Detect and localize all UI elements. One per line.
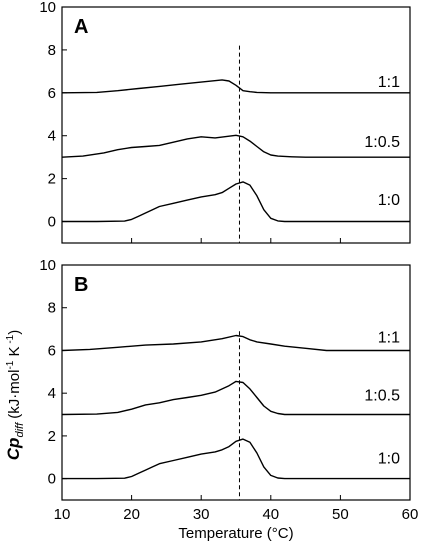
x-tick-label: 20 <box>123 506 140 523</box>
x-tick-label: 40 <box>262 506 279 523</box>
y-axis-units-suffix: ) <box>6 330 23 335</box>
x-tick-label: 50 <box>332 506 349 523</box>
x-tick-label: 30 <box>193 506 210 523</box>
y-axis-exp2: -1 <box>5 334 16 346</box>
y-axis-units-prefix: (kJ·mol <box>6 370 23 423</box>
y-axis-title: Cpdiff (kJ·mol-1 K -1) <box>4 330 26 460</box>
panel-B: 0 2 4 6 8 10 10 20 30 40 50 60 Temperature (°C) B 1:1 1… <box>39 257 418 542</box>
curve-1-1 <box>61 334 410 352</box>
series-label: 1:1 <box>378 330 400 347</box>
y-tick-label: 6 <box>48 342 56 359</box>
x-tick-label: 60 <box>402 506 419 523</box>
curve-1-0-5 <box>61 380 410 416</box>
plot-frame <box>61 6 411 244</box>
y-tick-label: 0 <box>48 214 56 231</box>
panel-A: 0 2 4 6 8 10 A 1:1 1:0.5 1:0 <box>39 0 411 244</box>
panel-letter: B <box>74 274 88 296</box>
y-tick-label: 4 <box>48 385 56 402</box>
x-tick-label: 10 <box>54 506 71 523</box>
panel-letter: A <box>74 16 88 38</box>
curve-1-0 <box>62 438 410 480</box>
y-tick-label: 2 <box>48 171 56 188</box>
y-tick-label: 10 <box>39 257 56 274</box>
y-tick-label: 4 <box>48 128 56 145</box>
curve-1-0-5 <box>61 134 410 158</box>
plot-frame <box>61 264 411 501</box>
series-label: 1:0.5 <box>364 387 400 404</box>
y-tick-label: 8 <box>48 42 56 59</box>
x-axis-title: Temperature (°C) <box>178 525 293 542</box>
y-axis-exp1: -1 <box>5 360 16 369</box>
y-tick-label: 8 <box>48 300 56 317</box>
y-axis-sub: diff <box>14 422 26 438</box>
series-label: 1:0 <box>378 192 400 209</box>
y-tick-label: 0 <box>48 471 56 488</box>
y-tick-label: 10 <box>39 0 56 16</box>
series-label: 1:0.5 <box>364 134 400 151</box>
y-tick-label: 2 <box>48 428 56 445</box>
curve-1-0 <box>62 181 410 223</box>
y-axis-main: Cp <box>4 438 23 461</box>
panels-group: 0 2 4 6 8 10 A 1:1 1:0.5 1:0 0 2 4 6 8 10 10 20 30 40 50 60 Te… <box>39 0 418 542</box>
y-tick-label: 6 <box>48 85 56 102</box>
series-label: 1:0 <box>378 450 400 467</box>
series-label: 1:1 <box>378 74 400 91</box>
curve-1-1 <box>61 79 410 94</box>
y-axis-units-mid: K <box>6 346 23 360</box>
